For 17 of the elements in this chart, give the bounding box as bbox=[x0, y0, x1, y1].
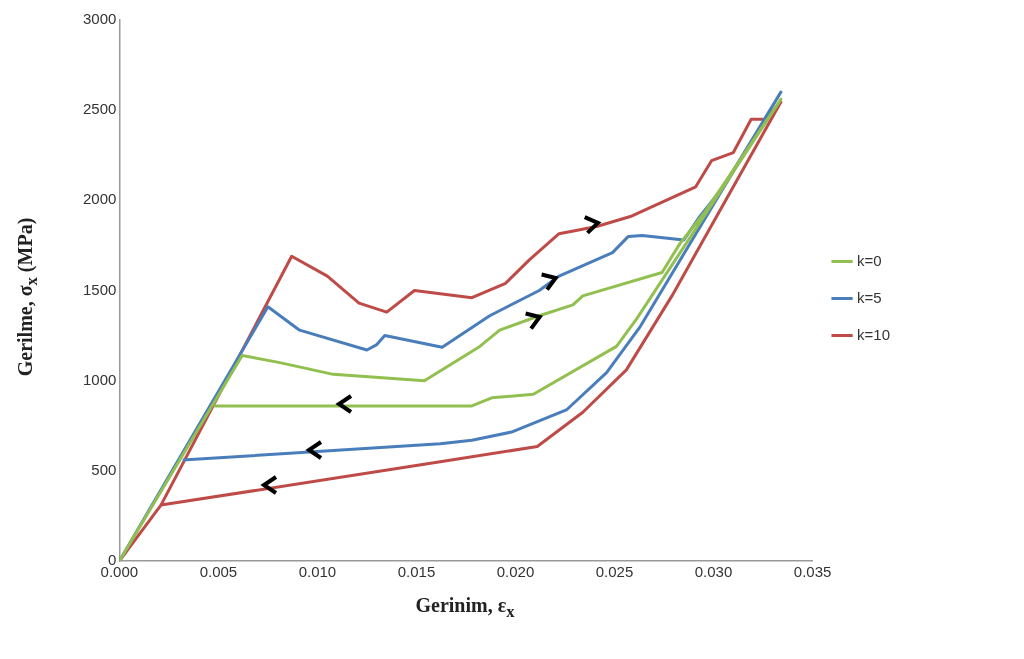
x-tick-label: 0.035 bbox=[793, 563, 832, 581]
legend-label: k=5 bbox=[857, 288, 882, 306]
y-tick-label: 3000 bbox=[82, 10, 117, 28]
y-tick-label: 2000 bbox=[82, 190, 117, 208]
x-tick-label: 0.005 bbox=[199, 563, 238, 581]
legend-label: k=10 bbox=[857, 325, 891, 343]
x-axis-title: Gerinim, ε$_{x}$ bbox=[414, 594, 516, 622]
legend-label: k=0 bbox=[857, 251, 882, 269]
y-tick-label: 2500 bbox=[82, 100, 117, 118]
y-tick-label: 1000 bbox=[82, 370, 117, 388]
x-tick-label: 0.020 bbox=[496, 563, 535, 581]
y-tick-label: 500 bbox=[91, 460, 117, 478]
y-tick-label: 1500 bbox=[82, 280, 117, 298]
x-tick-label: 0.010 bbox=[298, 563, 337, 581]
x-tick-label: 0.030 bbox=[694, 563, 733, 581]
x-tick-label: 0.025 bbox=[595, 563, 634, 581]
x-tick-label: 0.015 bbox=[397, 563, 436, 581]
